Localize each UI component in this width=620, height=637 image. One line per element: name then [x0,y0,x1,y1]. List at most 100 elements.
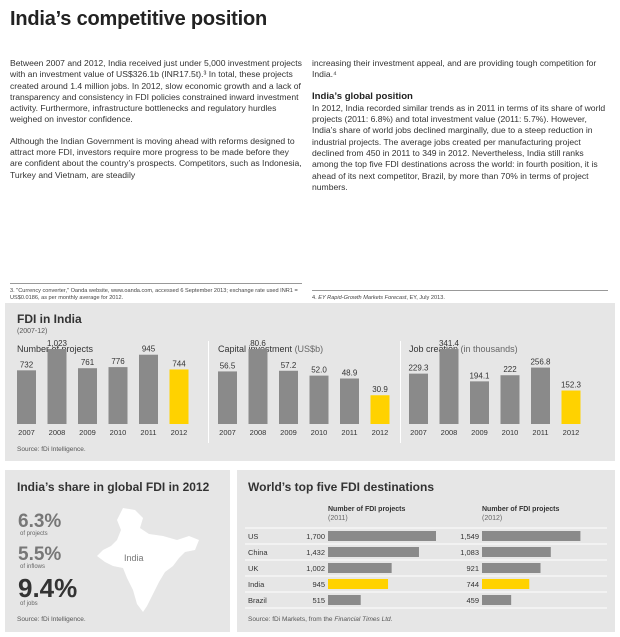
x-tick-label: 2011 [140,428,156,437]
footnote-text: , EY, July 2013. [406,295,445,301]
chart-title-jobs: Job creation (in thousands) [409,344,518,354]
bar [482,579,530,589]
data-label: 222 [503,365,517,374]
top5-panel: World’s top five FDI destinations Number… [237,470,615,632]
value-label: 1,549 [460,532,479,541]
right-column: increasing their investment appeal, and … [312,58,608,203]
footnote-number: 3. [10,288,15,294]
bar [218,371,237,424]
top5-bar-table: US China UK India Brazil 1,700 1,432 1,002 945 51… [245,527,607,609]
panel-subtitle: (2007-12) [17,328,48,335]
x-tick-label: 2011 [341,428,357,437]
column-subheader: (2012) [482,515,503,522]
bar [328,579,389,589]
share-panel: India’s share in global FDI in 2012 Indi… [5,470,230,632]
stat-label: of jobs [20,601,38,607]
footnote: 3. "Currency converter," Oanda website, … [10,288,302,302]
x-tick-label: 2010 [311,428,328,437]
x-tick-label: 2007 [410,428,427,437]
x-tick-label: 2012 [372,428,389,437]
x-tick-label: 2011 [532,428,548,437]
fdi-bar-charts: 732 2007 1,023 2008 761 2009 776 2010 945 2011 744… [17,339,582,437]
footnote-divider [312,290,608,291]
bar [47,349,67,424]
data-label: 194.1 [469,371,490,380]
data-label: 945 [142,345,156,354]
bar [482,563,541,573]
x-tick-label: 2010 [110,428,127,437]
value-label: 1,002 [306,564,325,573]
x-tick-label: 2009 [280,428,297,437]
data-label: 256.8 [530,358,551,367]
india-map-icon [97,508,199,612]
x-tick-label: 2009 [79,428,96,437]
bar [328,547,419,557]
footnote-divider [10,283,302,284]
column-header: Number of FDI projects [482,506,560,513]
data-label: 341.4 [439,339,460,348]
source-note: Source: fDi Intelligence. [17,446,86,453]
bar [108,367,128,424]
bar [409,373,428,424]
data-label: 56.5 [220,361,236,370]
bar [169,369,189,424]
data-label: 732 [20,360,34,369]
chart-title-unit: (US$b) [294,344,324,354]
country-label: China [248,548,268,557]
chart-divider [400,341,401,443]
paragraph: Although the Indian Government is moving… [10,135,302,180]
bar [139,354,158,424]
x-tick-label: 2012 [171,428,188,437]
x-tick-label: 2009 [471,428,488,437]
x-tick-label: 2007 [219,428,236,437]
source-italic: Financial Times Ltd. [334,616,393,623]
chart-divider [208,341,209,443]
page-title: India’s competitive position [10,8,268,30]
x-tick-label: 2007 [18,428,35,437]
x-tick-label: 2008 [250,428,267,437]
footnote-number: 4. [312,295,317,301]
value-label: 459 [466,596,479,605]
column-subheader: (2011) [328,515,348,522]
data-label: 152.3 [561,381,582,390]
value-label: 945 [312,580,325,589]
country-label: Brazil [248,596,267,605]
value-label: 1,700 [306,532,325,541]
bar [531,367,550,424]
value-label: 744 [466,580,479,589]
bar [500,375,520,424]
column-header: Number of FDI projects [328,506,406,513]
bar [561,390,581,424]
bar [482,531,581,541]
bar [328,595,361,605]
paragraph: increasing their investment appeal, and … [312,58,597,80]
bar [328,531,436,541]
data-label: 48.9 [342,368,358,377]
bar [328,563,392,573]
bar [370,395,390,424]
source-note: Source: fDi Intelligence. [17,616,86,623]
data-label: 761 [81,358,95,367]
panel-title: India’s share in global FDI in 2012 [17,480,210,494]
bar [439,349,459,424]
chart-title-unit: (in thousands) [460,344,518,354]
bar [482,547,551,557]
section-heading: India’s global position [312,90,413,102]
paragraph: In 2012, India recorded similar trends a… [312,102,606,192]
bar [279,370,298,424]
footnote: 4. EY Rapid-Growth Markets Forecast, EY,… [312,295,608,302]
data-label: 744 [172,359,186,368]
footnote-italic: EY Rapid-Growth Markets Forecast [318,295,407,301]
fdi-panel: FDI in India (2007-12) Number of project… [5,303,615,461]
x-tick-label: 2008 [49,428,66,437]
stat-value: 6.3% [18,511,62,532]
stat-value: 9.4% [18,573,78,603]
stat-value: 5.5% [18,544,62,565]
panel-title: World’s top five FDI destinations [248,480,435,494]
country-label: India [248,580,265,589]
paragraph: Between 2007 and 2012, India received ju… [10,58,302,125]
bar [309,375,329,424]
map-label: India [124,553,144,563]
source-note: Source: fDi Markets, from the Financial … [248,616,392,623]
value-label: 1,432 [306,548,325,557]
